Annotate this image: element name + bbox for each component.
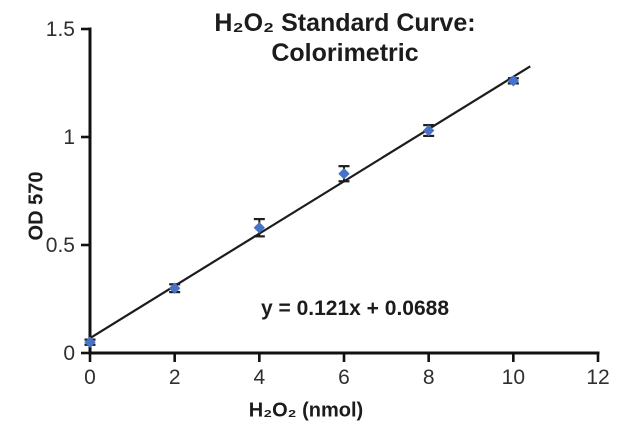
data-point-marker: [168, 282, 181, 294]
data-point-marker: [84, 336, 96, 348]
x-tick-label: 0: [84, 366, 96, 389]
chart-title-line1: H₂O₂ Standard Curve:: [214, 9, 476, 37]
x-tick-label: 8: [423, 366, 435, 389]
data-point-marker: [253, 222, 266, 234]
data-point-marker: [422, 124, 435, 137]
data-point-marker: [507, 75, 520, 87]
chart-title-line2: Colorimetric: [271, 38, 419, 67]
trendline-equation: y = 0.121x + 0.0688: [261, 297, 450, 320]
y-tick-label: 1.5: [46, 18, 75, 41]
x-tick-label: 10: [502, 366, 525, 389]
y-tick-label: 0: [63, 342, 75, 365]
x-tick-label: 2: [169, 366, 181, 389]
data-point-marker: [338, 168, 350, 180]
trendline: [89, 65, 531, 340]
x-tick-label: 4: [253, 366, 265, 389]
y-tick-label: 1: [63, 126, 75, 149]
x-tick-label: 12: [586, 366, 609, 389]
y-tick-label: 0.5: [46, 234, 75, 257]
axis-lines: [88, 27, 600, 355]
chart-title: H₂O₂ Standard Curve: Colorimetric: [145, 9, 545, 68]
x-axis-title: H₂O₂ (nmol): [248, 399, 364, 422]
x-tick-label: 6: [338, 366, 350, 389]
